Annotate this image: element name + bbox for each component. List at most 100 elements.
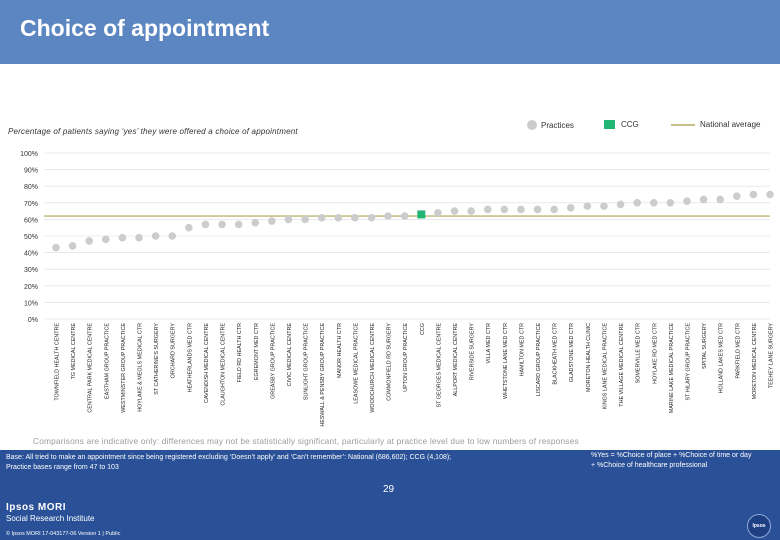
national-line-icon [671, 123, 695, 126]
practice-point [135, 233, 143, 242]
practice-point [450, 207, 459, 215]
practice-point [699, 195, 708, 204]
category-label: HOLLAND LAKES MED CTR [719, 323, 725, 394]
practice-dot-icon [527, 120, 537, 130]
category-label: WESTMINSTER GROUP PRACTICE [121, 323, 127, 413]
page-title: Choice of appointment [20, 15, 270, 41]
practice-point [68, 242, 77, 250]
category-label: THE VILLAGE MEDICAL CENTRE [619, 323, 625, 407]
question-text: Q16. On this occasion (when you last tri… [20, 78, 746, 112]
base-line-2: Practice bases range from 47 to 103 [6, 464, 119, 471]
category-label: KINGS LANE MEDICAL PRACTICE [602, 323, 608, 410]
practice-point [317, 213, 326, 222]
y-tick-label: 40% [24, 251, 38, 258]
practice-point [500, 205, 509, 214]
logo-subtext: Social Research Institute [6, 514, 95, 523]
logo-text: Ipsos MORI [6, 502, 67, 513]
practice-point [384, 212, 392, 220]
chart-title: Percentage of patients saying ‘yes’ they… [8, 127, 298, 136]
practice-point [85, 237, 94, 245]
category-label: CENTRAL PARK MEDICAL CENTRE [88, 323, 94, 413]
category-label: WOODCHURCH MEDICAL CENTRE [370, 323, 376, 413]
page-number: 29 [383, 484, 395, 495]
y-tick-label: 90% [24, 168, 38, 175]
legend-national-label: National average [700, 120, 761, 130]
category-label: COMMONFIELD RD SURGERY [387, 323, 393, 401]
practice-point [666, 199, 675, 207]
base-line-1: Base: All tried to make an appointment s… [6, 454, 452, 461]
practice-point [649, 199, 658, 207]
practice-point [268, 217, 276, 225]
y-tick-label: 70% [24, 201, 38, 208]
footer: Base: All tried to make an appointment s… [0, 450, 780, 540]
practice-point [483, 205, 492, 214]
y-tick-label: 10% [24, 300, 38, 307]
practice-point [583, 202, 592, 210]
yes-definition: %Yes = %Choice of place + %Choice of tim… [591, 451, 776, 471]
practice-point [683, 197, 691, 205]
category-label: ST GEORGES MEDICAL CENTRE [436, 323, 442, 408]
base-note: Base: All tried to make an appointment s… [6, 453, 526, 473]
practice-point [367, 213, 376, 222]
category-label: BLACKHEATH MED CTR [553, 323, 559, 385]
category-label: EASTHAM GROUP PRACTICE [104, 323, 110, 399]
copyright: © Ipsos MORI 17-043177-06 Version 1 | Pu… [6, 531, 121, 537]
category-label: CCG [420, 323, 426, 335]
y-tick-label: 80% [24, 184, 38, 191]
legend-practices-label: Practices [541, 120, 574, 130]
practice-point [467, 207, 475, 215]
ipsos-logo-icon: Ipsos [747, 514, 771, 538]
category-label: ST CATHERINE'S SURGERY [154, 323, 160, 395]
y-tick-label: 60% [24, 217, 38, 224]
practice-point [533, 205, 542, 214]
y-tick-label: 50% [24, 234, 38, 241]
ratio-line-2: + %Choice of healthcare professional [591, 462, 708, 469]
practice-point [251, 218, 260, 227]
category-label: VILLA MED CTR [486, 323, 492, 364]
y-tick-label: 20% [24, 284, 38, 291]
category-label: EGREMONT MED CTR [254, 323, 260, 380]
ratio-line-1: %Yes = %Choice of place + %Choice of tim… [591, 452, 752, 459]
category-label: UPTON GROUP PRACTICE [403, 323, 409, 392]
practice-point [118, 233, 127, 242]
category-label: LEASOWE MEDICAL PRACTICE [353, 323, 359, 404]
practice-point [351, 213, 359, 222]
category-label: MORETON MEDICAL CENTRE [752, 323, 758, 400]
practice-point [550, 205, 558, 214]
category-label: WHETSTONE LANE MED CTR [503, 323, 509, 399]
comparison-note: Comparisons are indicative only: differe… [33, 436, 579, 446]
practice-point [234, 220, 243, 229]
ccg-square-icon [604, 120, 615, 130]
category-label: RIVERSIDE SURGERY [470, 323, 476, 381]
category-label: GLADSTONE MED CTR [569, 323, 575, 382]
category-label: CIVIC MEDICAL CENTRE [287, 323, 293, 387]
category-label: ST HILARY GROUP PRACTICE [685, 323, 691, 401]
practice-point [716, 195, 724, 204]
practice-point [185, 223, 193, 232]
legend-ccg-label: CCG [621, 120, 639, 130]
category-label: MORETON HEALTH CLINIC [586, 323, 592, 392]
practice-point [600, 202, 608, 210]
category-label: PARKFIELD MED CTR [735, 323, 741, 379]
category-label: ORCHARD SURGERY [171, 323, 177, 379]
category-label: CAVENDISH MEDICAL CENTRE [204, 323, 210, 403]
practice-point [301, 215, 309, 224]
category-label: SOMERVILLE MED CTR [636, 323, 642, 384]
category-label: GREASBY GROUP PRACTICE [270, 323, 276, 399]
ccg-point [417, 210, 426, 219]
practice-point [434, 208, 442, 217]
practice-point [218, 220, 226, 229]
category-label: MARINE LAKE MEDICAL PRACTICE [669, 323, 675, 414]
category-label: ALLPORT MEDICAL CENTRE [453, 323, 459, 397]
legend-practices: Practices [527, 120, 574, 136]
practice-point [334, 213, 343, 222]
category-label: MANOR HEALTH CTR [337, 323, 343, 378]
practice-point [517, 205, 525, 214]
practice-point [102, 235, 110, 244]
category-label: LISCARD GROUP PRACTICE [536, 323, 542, 397]
category-label: HOYLAKE & MEOLS MEDICAL CTR [138, 323, 144, 412]
practice-point [766, 190, 774, 199]
category-label: TEEHEY LANE SURGERY [769, 323, 775, 389]
header-banner [0, 0, 780, 64]
legend-national: National average [671, 120, 760, 136]
